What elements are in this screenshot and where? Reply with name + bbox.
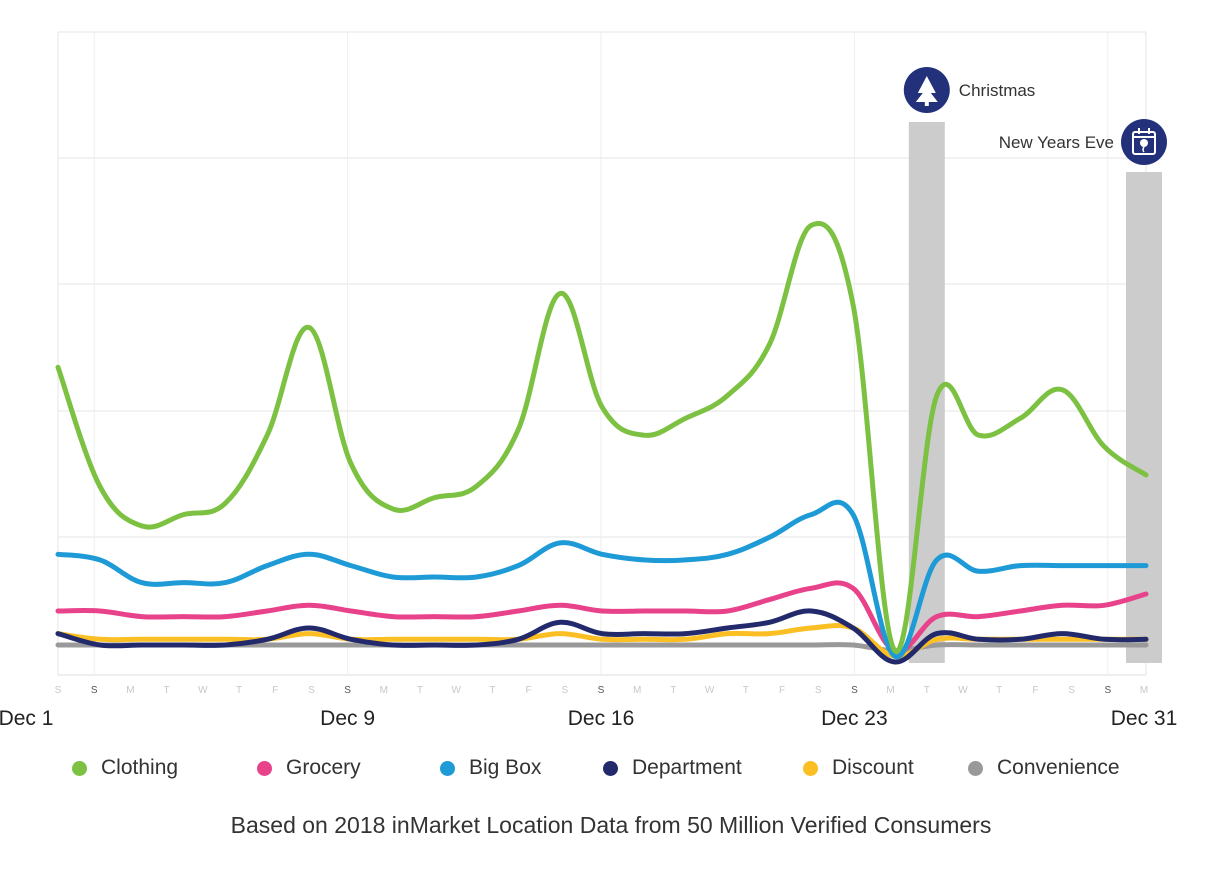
x-tick-date: Dec 1 xyxy=(0,707,53,730)
x-tick-day: S xyxy=(308,685,315,696)
x-tick-day: S xyxy=(1068,685,1075,696)
legend-dot xyxy=(603,760,618,776)
annotations: Christmas New Years Eve xyxy=(903,67,1167,165)
x-tick-day: W xyxy=(705,685,715,696)
x-tick-day: S xyxy=(344,685,351,696)
x-tick-date: Dec 23 xyxy=(821,707,888,730)
series-line-clothing xyxy=(55,221,1149,654)
series-line-department xyxy=(55,608,1149,665)
x-tick-day: S xyxy=(55,685,62,696)
x-axis: S S M T W T F S S M T W T F S S M T W T F S S M T W T F S S M Dec 1 Dec … xyxy=(0,685,1177,730)
x-tick-day: F xyxy=(1032,685,1038,696)
x-tick-date: Dec 9 xyxy=(320,707,375,730)
x-tick-day: T xyxy=(164,685,170,696)
x-tick-day: T xyxy=(236,685,242,696)
legend-item-department: Department xyxy=(603,750,742,786)
annotation-label-new-years-eve: New Years Eve xyxy=(999,133,1114,152)
x-tick-day: S xyxy=(91,685,98,696)
legend-label: Grocery xyxy=(286,756,361,779)
x-tick-date: Dec 16 xyxy=(568,707,635,730)
x-tick-day: S xyxy=(1104,685,1111,696)
x-tick-day: W xyxy=(198,685,208,696)
legend-label: Discount xyxy=(832,756,914,779)
x-tick-date: Dec 31 xyxy=(1111,707,1178,730)
series-lines xyxy=(55,221,1149,665)
chart: Christmas New Years Eve S S M T W T F S S M T W T F S S M… xyxy=(0,31,1177,730)
legend-item-grocery: Grocery xyxy=(257,750,361,786)
x-tick-day: S xyxy=(561,685,568,696)
caption: Based on 2018 inMarket Location Data fro… xyxy=(230,812,992,838)
legend-item-discount: Discount xyxy=(803,750,914,786)
x-tick-day: W xyxy=(958,685,968,696)
x-tick-day: T xyxy=(417,685,423,696)
x-tick-day: F xyxy=(272,685,278,696)
legend-dot xyxy=(968,760,983,776)
x-tick-day: W xyxy=(451,685,461,696)
series-line-big-box xyxy=(55,499,1149,659)
legend: Clothing Grocery Big Box Department Discount… xyxy=(0,750,1222,786)
x-tick-day: S xyxy=(598,685,605,696)
x-tick-day: M xyxy=(126,685,134,696)
legend-label: Clothing xyxy=(101,756,179,779)
x-tick-day: M xyxy=(1140,685,1148,696)
annotation-label-christmas: Christmas xyxy=(959,81,1036,100)
calendar-balloon-icon xyxy=(1121,119,1167,165)
x-tick-day: F xyxy=(526,685,532,696)
x-tick-day: T xyxy=(924,685,930,696)
legend-dot xyxy=(803,760,818,776)
annotation-band xyxy=(1126,172,1162,663)
legend-item-big-box: Big Box xyxy=(440,750,541,786)
christmas-tree-icon xyxy=(903,67,950,113)
x-tick-day: T xyxy=(670,685,676,696)
grid xyxy=(57,31,1147,676)
x-tick-day: S xyxy=(851,685,858,696)
x-tick-day: T xyxy=(743,685,749,696)
legend-label: Convenience xyxy=(997,756,1120,779)
series-line-grocery xyxy=(55,580,1149,654)
x-tick-day: T xyxy=(996,685,1002,696)
legend-label: Department xyxy=(632,756,742,779)
legend-dot xyxy=(257,760,272,776)
x-tick-day: T xyxy=(489,685,495,696)
x-tick-day: M xyxy=(380,685,388,696)
annotation-bands xyxy=(908,122,1162,663)
legend-dot xyxy=(72,760,87,776)
x-tick-day: M xyxy=(633,685,641,696)
legend-item-clothing: Clothing xyxy=(72,750,178,786)
x-tick-day: F xyxy=(779,685,785,696)
x-tick-day: S xyxy=(815,685,822,696)
legend-label: Big Box xyxy=(469,756,542,779)
x-tick-day: M xyxy=(886,685,894,696)
legend-dot xyxy=(440,760,455,776)
legend-item-convenience: Convenience xyxy=(968,750,1120,786)
